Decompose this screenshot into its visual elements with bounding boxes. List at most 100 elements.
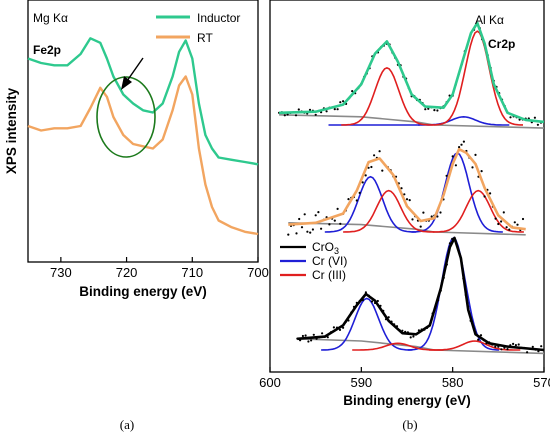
panel-b-data-point: [306, 230, 309, 233]
panel-b-data-point: [301, 334, 304, 338]
panel-b-envelope-middle: [288, 147, 526, 231]
panel-b-data-point: [342, 100, 345, 103]
panel-b: 600 590 580 570 Al Kα Cr2p CrO3 Cr (VI) Cr …: [259, 0, 550, 408]
panel-a-x-tick-label: 730: [50, 265, 72, 280]
panel-b-data-point: [445, 174, 448, 177]
panel-b-data-point: [364, 174, 367, 177]
panel-b-data-point: [433, 109, 436, 112]
panel-b-data-point: [336, 207, 339, 210]
panel-b-frame: [269, 0, 545, 373]
panel-b-data-point: [387, 316, 390, 319]
legend-rt-label: RT: [197, 31, 213, 45]
panel-a-y-axis-label: XPS intensity: [4, 87, 19, 174]
panel-b-data-point: [294, 114, 298, 117]
caption-b: (b): [402, 417, 417, 432]
panel-b-data-point: [494, 345, 497, 348]
panel-b-data-point: [381, 169, 384, 172]
panel-b-crvi-peak-bottom-0: [321, 297, 413, 351]
panel-b-data-point: [400, 187, 403, 190]
legend-crvi-label: Cr (VI): [312, 254, 347, 268]
panel-b-data-point: [367, 166, 370, 169]
panel-b-data-point: [378, 150, 381, 153]
panel-b-source-label: Al Kα: [475, 13, 504, 27]
panel-b-data-point: [540, 345, 543, 348]
panel-b-data-point: [517, 343, 520, 346]
panel-b-data-point: [358, 191, 361, 194]
panel-b-data-point: [409, 336, 412, 339]
panel-b-background-middle: [288, 222, 526, 236]
panel-a-source-label: Mg Kα: [33, 11, 68, 25]
panel-b-data-point: [526, 351, 529, 354]
panel-a-region-label: Fe2p: [33, 43, 61, 57]
panel-b-criii-peak-bottom-1: [428, 340, 521, 351]
panel-b-data-point: [439, 211, 442, 214]
panel-b-data-point: [480, 170, 483, 173]
panel-b-criii-peak-middle-0: [343, 189, 435, 233]
panel-a: 730 720 710 700 Mg Kα Fe2p Inductor RT Bind…: [4, 0, 269, 299]
panel-b-data-point: [508, 228, 511, 231]
panel-b-crvi-peak-bottom-1: [407, 236, 500, 351]
panel-a-series-line-rt: [27, 75, 259, 236]
panel-b-data-point: [403, 193, 406, 196]
panel-b-data-point: [317, 211, 320, 214]
panel-b-data-point: [314, 214, 317, 217]
panel-b-data-point: [355, 199, 358, 202]
panel-b-data-point: [338, 328, 342, 331]
panel-b-data-point: [509, 116, 512, 119]
panel-a-arrow-shaft: [126, 57, 144, 82]
panel-b-data-point: [500, 348, 503, 351]
panel-b-data-point: [489, 192, 492, 195]
panel-b-data-point: [303, 213, 306, 216]
panel-b-data-point: [458, 146, 461, 149]
panel-b-data-point: [506, 348, 509, 351]
legend-criii-label: Cr (III): [312, 268, 346, 282]
panel-b-x-tick-label: 580: [442, 375, 464, 390]
panel-b-data-point: [451, 155, 454, 158]
panel-b-data-point: [533, 116, 537, 119]
panel-b-data-point: [536, 123, 540, 126]
panel-b-data-point: [521, 217, 525, 221]
panel-b-data-point: [361, 181, 364, 184]
panel-b-data-point: [333, 108, 336, 111]
panel-b-data-point: [314, 113, 317, 116]
panel-b-data-point: [471, 166, 474, 169]
panel-b-data-point: [309, 231, 312, 234]
panel-b-criii-peak-top-0: [341, 67, 433, 126]
panel-b-background-bottom: [297, 338, 545, 355]
panel-b-data-point: [500, 220, 503, 223]
panel-b-data-point: [332, 326, 335, 329]
caption-a: (a): [120, 417, 134, 432]
panel-a-frame: [27, 0, 259, 263]
panel-b-data-point: [422, 211, 425, 214]
panel-b-series: [278, 21, 545, 355]
panel-b-data-point: [424, 108, 427, 111]
panel-b-data-point: [516, 223, 519, 226]
panel-b-x-tick-label: 570: [533, 375, 550, 390]
panel-b-data-point: [308, 108, 312, 111]
panel-a-x-tick-label: 710: [181, 265, 203, 280]
panel-b-data-point: [304, 334, 307, 337]
panel-b-data-point: [474, 153, 477, 156]
panel-b-data-point: [376, 299, 379, 303]
panel-b-data-point: [370, 300, 374, 303]
panel-b-data-point: [321, 332, 324, 335]
panel-b-region-label: Cr2p: [488, 37, 515, 51]
panel-b-data-point: [497, 222, 500, 226]
panel-b-data-point: [454, 164, 457, 167]
panel-a-series: [27, 37, 259, 236]
panel-b-data-point: [502, 211, 505, 214]
panel-b-data-point: [505, 226, 508, 229]
panel-a-x-tick-label: 720: [116, 265, 138, 280]
panel-b-data-point: [336, 108, 339, 111]
panel-b-data-point: [412, 335, 415, 338]
panel-b-data-point: [347, 198, 350, 201]
panel-b-data-point: [283, 114, 286, 117]
panel-b-data-point: [462, 140, 465, 143]
panel-b-data-point: [436, 109, 439, 112]
panel-b-data-point: [513, 221, 516, 224]
panel-a-x-tick-label: 700: [247, 265, 269, 280]
panel-b-data-point: [405, 198, 409, 201]
panel-b-envelope-top: [279, 21, 545, 124]
panel-b-data-point: [333, 219, 336, 222]
